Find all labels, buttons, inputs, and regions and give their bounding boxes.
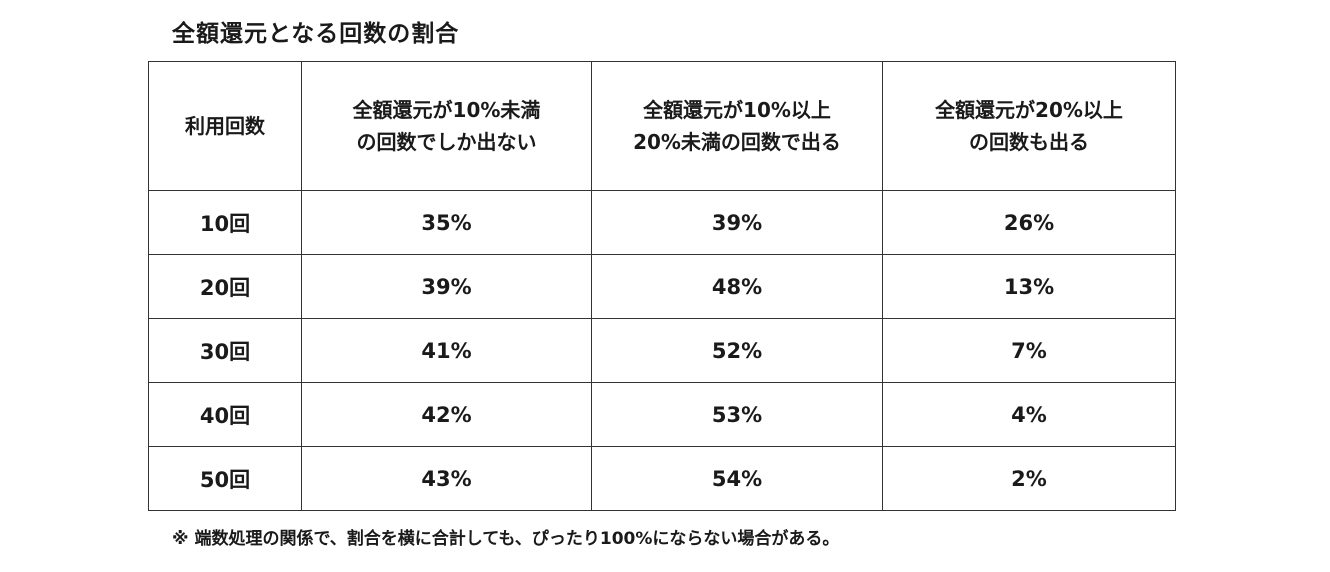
table-row: 30回 41% 52% 7% [148,318,1176,383]
table-row: 40回 42% 53% 4% [148,382,1176,447]
10-to-20-cell: 54% [591,446,883,511]
header-line: の回数でしか出ない [356,130,537,154]
header-under-10-percent: 全額還元が10%未満 の回数でしか出ない [301,61,592,191]
header-line: 全額還元が20%以上 [935,98,1123,122]
usage-count-cell: 50回 [148,446,302,511]
header-usage-count: 利用回数 [148,61,302,191]
10-to-20-cell: 52% [591,318,883,383]
under-10-cell: 35% [301,190,592,255]
page-title: 全額還元となる回数の割合 [172,21,460,47]
table-header-row: 利用回数 全額還元が10%未満 の回数でしか出ない 全額還元が10%以上 20%… [148,61,1176,191]
header-line: 全額還元が10%未満 [352,98,541,122]
header-line: 利用回数 [185,114,265,138]
table-row: 50回 43% 54% 2% [148,446,1176,511]
footnote: ※ 端数処理の関係で、割合を横に合計しても、ぴったり100%にならない場合がある… [172,529,840,549]
usage-count-cell: 40回 [148,382,302,447]
10-to-20-cell: 48% [591,254,883,319]
under-10-cell: 42% [301,382,592,447]
usage-count-cell: 30回 [148,318,302,383]
header-10-to-20-percent: 全額還元が10%以上 20%未満の回数で出る [591,61,883,191]
over-20-cell: 13% [882,254,1176,319]
ratio-table: 利用回数 全額還元が10%未満 の回数でしか出ない 全額還元が10%以上 20%… [148,61,1176,511]
10-to-20-cell: 53% [591,382,883,447]
header-over-20-percent: 全額還元が20%以上 の回数も出る [882,61,1176,191]
10-to-20-cell: 39% [591,190,883,255]
header-line: 20%未満の回数で出る [633,130,841,154]
over-20-cell: 4% [882,382,1176,447]
over-20-cell: 26% [882,190,1176,255]
header-line: 全額還元が10%以上 [643,98,831,122]
under-10-cell: 43% [301,446,592,511]
table-row: 10回 35% 39% 26% [148,190,1176,255]
over-20-cell: 7% [882,318,1176,383]
under-10-cell: 41% [301,318,592,383]
under-10-cell: 39% [301,254,592,319]
usage-count-cell: 20回 [148,254,302,319]
header-line: の回数も出る [969,130,1089,154]
over-20-cell: 2% [882,446,1176,511]
usage-count-cell: 10回 [148,190,302,255]
table-row: 20回 39% 48% 13% [148,254,1176,319]
